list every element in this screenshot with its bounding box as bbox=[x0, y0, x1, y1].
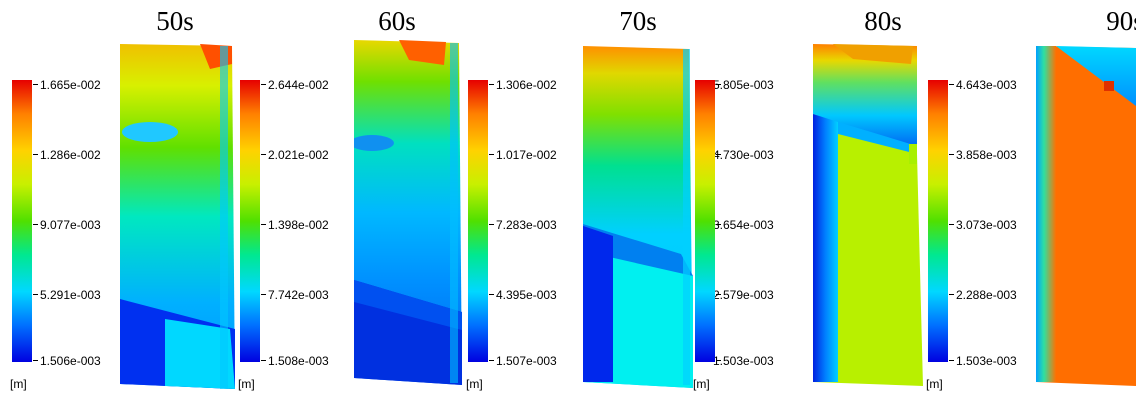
legend-label: 1.306e-002 bbox=[496, 78, 557, 92]
panel-90s: 90s 4.643e-003 3.858e-003 3.073e-003 2.2… bbox=[920, 0, 1136, 394]
time-label: 60s bbox=[378, 6, 416, 36]
legend-label: 1.507e-003 bbox=[496, 354, 557, 368]
panel-70s: 70s 1.306e-002 1.017e-002 7.283e-003 4.3… bbox=[460, 0, 690, 394]
legend-label: 5.805e-003 bbox=[713, 78, 774, 92]
legend-label: 1.503e-003 bbox=[956, 354, 1017, 368]
panel-60s: 60s 2.644e-002 2.021e-002 1.398e-002 7.7… bbox=[230, 0, 460, 394]
contour-plot bbox=[1036, 46, 1136, 386]
legend-label: 2.021e-002 bbox=[268, 148, 329, 162]
color-legend-bar bbox=[468, 80, 488, 362]
legend-label: 1.286e-002 bbox=[40, 148, 101, 162]
color-legend-bar bbox=[240, 80, 260, 362]
legend-label: 1.665e-002 bbox=[40, 78, 101, 92]
legend-label: 9.077e-003 bbox=[40, 218, 101, 232]
legend-label: 4.730e-003 bbox=[713, 148, 774, 162]
legend-unit: [m] bbox=[10, 377, 27, 391]
legend-label: 7.283e-003 bbox=[496, 218, 557, 232]
legend-label: 3.858e-003 bbox=[956, 148, 1017, 162]
legend-label: 5.291e-003 bbox=[40, 288, 101, 302]
contour-plot bbox=[120, 44, 235, 389]
legend-label: 1.503e-003 bbox=[713, 354, 774, 368]
panel-50s: 50s 1.665e-002 1.286e-002 9.077e-003 5.2… bbox=[0, 0, 235, 394]
color-legend-bar bbox=[12, 80, 32, 362]
legend-label: 2.579e-003 bbox=[713, 288, 774, 302]
legend-unit: [m] bbox=[466, 377, 483, 391]
contour-plot bbox=[813, 44, 923, 386]
legend-unit: [m] bbox=[693, 377, 710, 391]
legend-unit: [m] bbox=[926, 377, 943, 391]
legend-label: 4.643e-003 bbox=[956, 78, 1017, 92]
color-legend-bar bbox=[928, 80, 948, 362]
legend-label: 3.073e-003 bbox=[956, 218, 1017, 232]
legend-label: 1.506e-003 bbox=[40, 354, 101, 368]
legend-label: 7.742e-003 bbox=[268, 288, 329, 302]
contour-plot bbox=[583, 46, 693, 388]
legend-label: 2.288e-003 bbox=[956, 288, 1017, 302]
legend-label: 2.644e-002 bbox=[268, 78, 329, 92]
legend-unit: [m] bbox=[238, 377, 255, 391]
legend-label: 4.395e-003 bbox=[496, 288, 557, 302]
legend-label: 3.654e-003 bbox=[713, 218, 774, 232]
color-legend-bar bbox=[695, 80, 715, 362]
time-label: 90s bbox=[1106, 6, 1136, 36]
panel-80s: 80s 5.805e-003 4.730e-003 3.654e-003 2.5… bbox=[690, 0, 920, 394]
legend-label: 1.017e-002 bbox=[496, 148, 557, 162]
contour-plot bbox=[354, 40, 462, 385]
time-label: 80s bbox=[864, 6, 902, 36]
legend-label: 1.508e-003 bbox=[268, 354, 329, 368]
legend-label: 1.398e-002 bbox=[268, 218, 329, 232]
time-label: 70s bbox=[619, 6, 657, 36]
time-label: 50s bbox=[156, 6, 194, 36]
